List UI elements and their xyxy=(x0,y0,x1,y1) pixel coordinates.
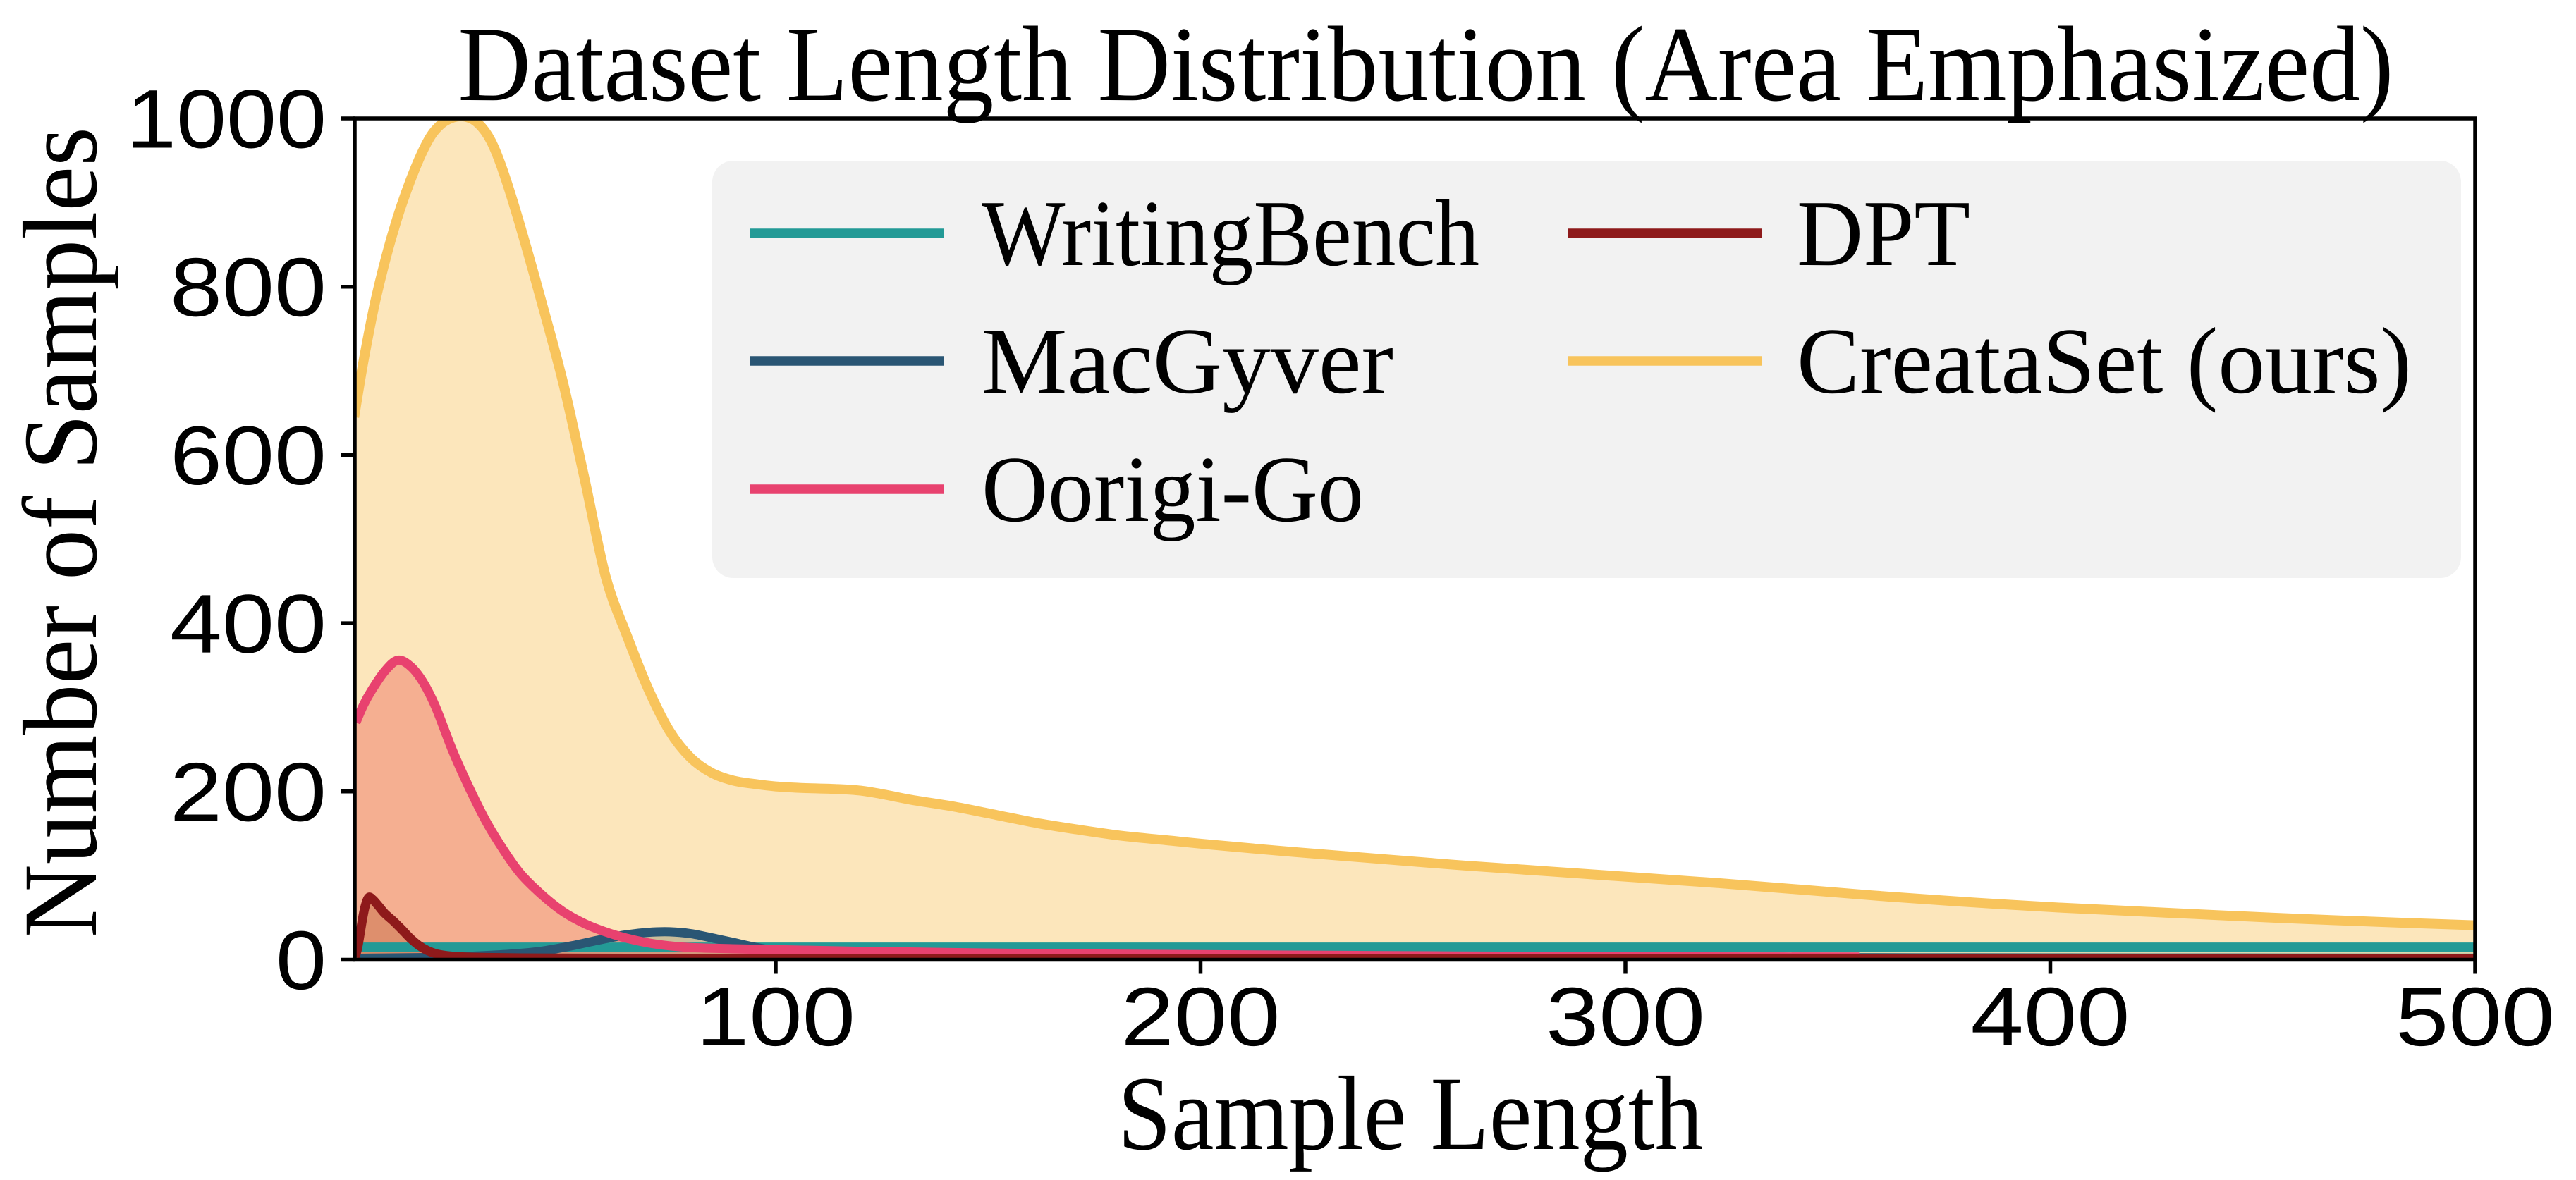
svg-text:300: 300 xyxy=(1546,971,1705,1064)
svg-text:WritingBench: WritingBench xyxy=(982,181,1479,285)
svg-text:200: 200 xyxy=(170,746,326,839)
svg-text:CreataSet (ours): CreataSet (ours) xyxy=(1797,309,2412,413)
svg-text:0: 0 xyxy=(276,914,326,1007)
svg-text:MacGyver: MacGyver xyxy=(982,309,1393,413)
svg-text:DPT: DPT xyxy=(1797,181,1970,285)
svg-text:400: 400 xyxy=(1971,971,2130,1064)
svg-text:400: 400 xyxy=(170,578,326,671)
svg-text:200: 200 xyxy=(1121,971,1281,1064)
svg-text:600: 600 xyxy=(170,410,326,503)
svg-text:Number of Samples: Number of Samples xyxy=(2,127,119,938)
svg-text:100: 100 xyxy=(696,971,855,1064)
svg-text:800: 800 xyxy=(170,241,326,334)
svg-text:Oorigi-Go: Oorigi-Go xyxy=(982,437,1364,541)
svg-text:500: 500 xyxy=(2395,971,2555,1064)
svg-text:1000: 1000 xyxy=(126,73,326,166)
svg-text:Sample Length: Sample Length xyxy=(1118,1055,1703,1172)
svg-text:Dataset Length Distribution (A: Dataset Length Distribution (Area Emphas… xyxy=(458,5,2394,123)
